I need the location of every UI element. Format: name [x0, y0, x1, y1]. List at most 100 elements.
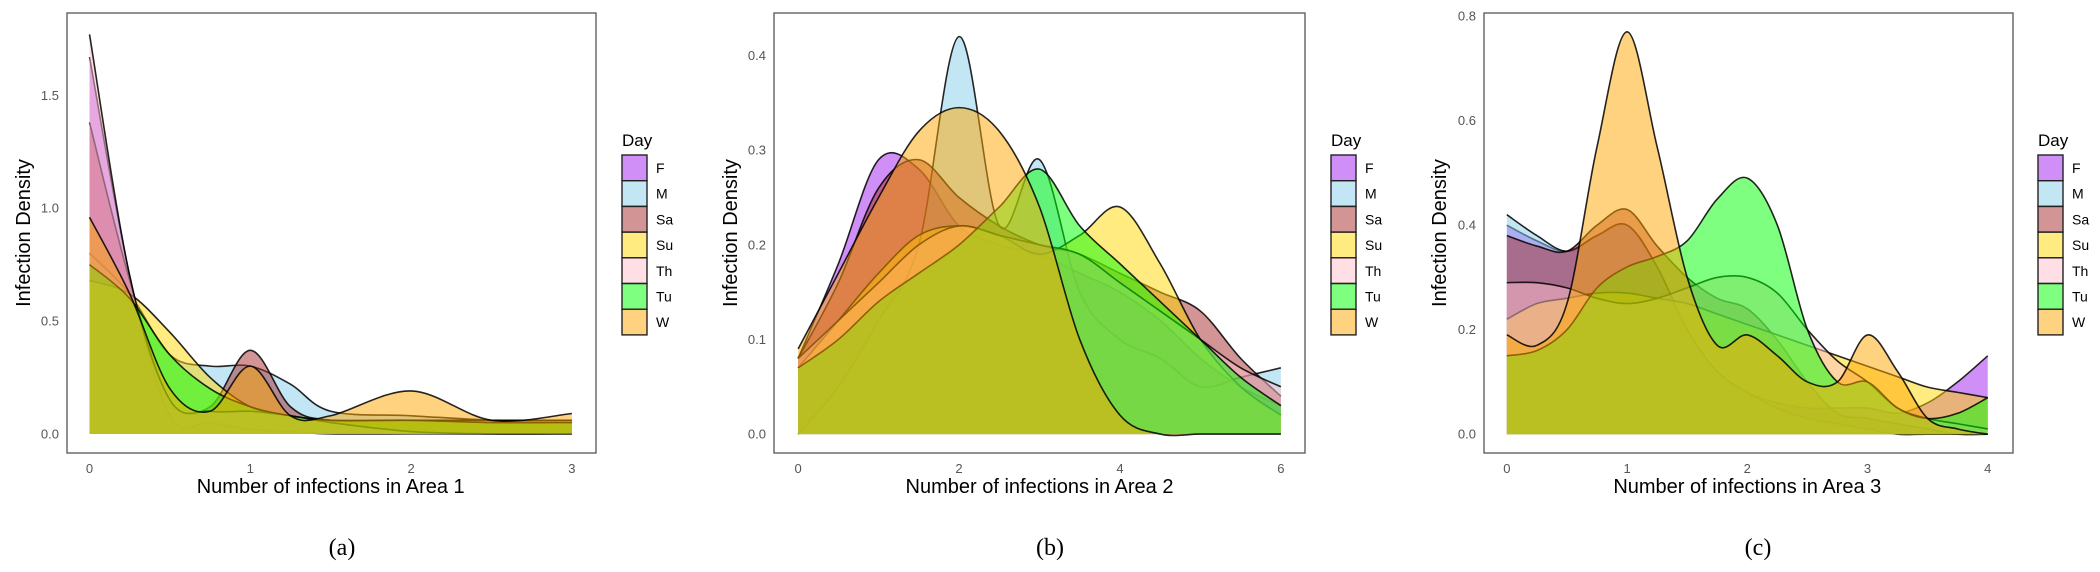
x-tick-label: 1 — [1623, 461, 1630, 476]
density-area-W — [1506, 31, 1988, 435]
density-line-W — [1506, 31, 1988, 435]
x-tick-label: 0 — [86, 461, 93, 476]
panel-b: 0 2 4 6 0.0 0.1 0.2 0.3 0.4 Number of infections … — [720, 12, 1382, 561]
legend-label: F — [656, 160, 665, 176]
density-area-W — [89, 217, 572, 434]
legend-label: Su — [656, 237, 673, 253]
legend-label: W — [2072, 314, 2086, 330]
legend-key-Tu — [621, 282, 648, 310]
y-tick-label: 0.2 — [748, 237, 766, 252]
legend-key-Sa — [1330, 205, 1357, 233]
subfigure-caption: (b) — [1036, 535, 1064, 561]
panel-c: 0 1 2 3 4 0.0 0.2 0.4 0.6 0.8 Number of infections… — [1429, 9, 2089, 561]
y-tick-label: 0.6 — [1458, 113, 1476, 128]
x-tick-label: 4 — [1984, 461, 1991, 476]
legend-item-F: F — [621, 154, 665, 182]
legend-item-F: F — [1330, 154, 1374, 182]
y-tick-label: 0.0 — [748, 427, 766, 442]
legend-key-W — [2037, 308, 2064, 336]
legend-item-F: F — [2037, 154, 2081, 182]
x-tick-label: 2 — [955, 461, 962, 476]
legend-item-Th: Th — [2037, 257, 2088, 285]
plot-border — [1483, 12, 2014, 454]
y-axis-title: Infection Density — [13, 159, 35, 307]
legend-item-W: W — [2037, 308, 2086, 336]
legend-item-W: W — [1330, 308, 1379, 336]
legend-item-Su: Su — [2037, 231, 2089, 259]
legend-label: Th — [1365, 263, 1381, 279]
legend-key-F — [2037, 154, 2064, 182]
legend-key-Sa — [621, 205, 648, 233]
plot-border — [66, 12, 597, 454]
x-axis-title: Number of infections in Area 1 — [197, 476, 465, 498]
x-tick-label: 1 — [247, 461, 254, 476]
y-axis-title: Infection Density — [720, 159, 742, 307]
legend-item-Su: Su — [621, 231, 673, 259]
legend-key-F — [1330, 154, 1357, 182]
legend-title: Day — [622, 131, 653, 150]
density-area-W — [798, 107, 1281, 436]
legend-label: F — [2072, 160, 2081, 176]
subfigure-caption: (c) — [1745, 535, 1772, 561]
legend-label: Th — [656, 263, 672, 279]
legend-item-M: M — [1330, 179, 1377, 208]
legend-item-Sa: Sa — [2037, 205, 2089, 233]
y-tick-label: 1.5 — [41, 88, 59, 103]
legend-key-Su — [1330, 231, 1357, 259]
x-tick-label: 4 — [1116, 461, 1123, 476]
x-tick-label: 3 — [1864, 461, 1871, 476]
legend-key-M — [621, 179, 648, 208]
legend-key-M — [2037, 179, 2064, 208]
x-tick-label: 0 — [1503, 461, 1510, 476]
legend-title: Day — [1331, 131, 1362, 150]
legend-label: M — [656, 186, 668, 202]
legend-item-Tu: Tu — [2037, 282, 2088, 310]
y-tick-label: 1.0 — [41, 201, 59, 216]
density-area-Tu — [89, 264, 572, 434]
legend-item-M: M — [2037, 179, 2084, 208]
legend-key-Su — [621, 231, 648, 259]
legend-key-Tu — [2037, 282, 2064, 310]
x-tick-label: 0 — [795, 461, 802, 476]
legend-item-Su: Su — [1330, 231, 1382, 259]
legend-label: W — [1365, 314, 1379, 330]
y-tick-label: 0.8 — [1458, 9, 1476, 24]
legend-label: M — [1365, 186, 1377, 202]
legend-key-W — [621, 308, 648, 336]
legend-label: M — [2072, 186, 2084, 202]
density-line-W — [88, 216, 572, 422]
legend-key-F — [621, 154, 648, 182]
x-axis-title: Number of infections in Area 2 — [906, 476, 1174, 498]
x-tick-label: 6 — [1277, 461, 1284, 476]
legend-label: Sa — [2072, 211, 2089, 227]
legend-label: F — [1365, 160, 1374, 176]
legend-key-Th — [1330, 257, 1357, 285]
legend-item-Th: Th — [621, 257, 672, 285]
y-tick-label: 0.4 — [748, 48, 766, 63]
legend-key-M — [1330, 179, 1357, 208]
legend-label: Tu — [656, 289, 672, 305]
legend-key-Th — [621, 257, 648, 285]
legend-key-Sa — [2037, 205, 2064, 233]
density-areas — [88, 34, 572, 435]
y-axis-title: Infection Density — [1429, 159, 1451, 307]
y-tick-label: 0.0 — [1458, 427, 1476, 442]
subfigure-caption: (a) — [329, 535, 356, 561]
legend-label: Su — [1365, 237, 1382, 253]
legend-label: W — [656, 314, 670, 330]
legend-label: Tu — [1365, 289, 1381, 305]
legend-key-Th — [2037, 257, 2064, 285]
density-areas — [797, 35, 1282, 437]
legend-item-Sa: Sa — [1330, 205, 1382, 233]
legend-label: Sa — [656, 211, 673, 227]
legend-label: Tu — [2072, 289, 2088, 305]
x-tick-label: 3 — [568, 461, 575, 476]
y-tick-label: 0.0 — [41, 426, 59, 441]
legend-key-Tu — [1330, 282, 1357, 310]
y-tick-label: 0.3 — [748, 143, 766, 158]
legend-label: Sa — [1365, 211, 1382, 227]
